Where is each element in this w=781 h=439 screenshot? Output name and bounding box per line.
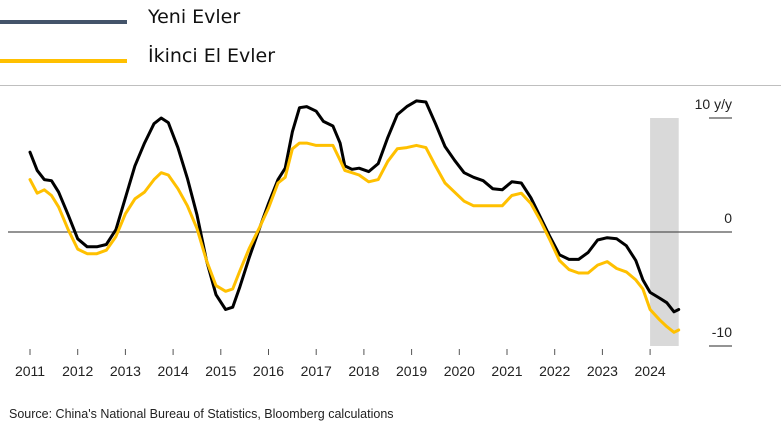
x-tick-label: 2012 <box>62 363 93 379</box>
y-tick-label: 10 y/y <box>695 96 732 112</box>
x-tick-label: 2016 <box>253 363 284 379</box>
x-tick-label: 2017 <box>301 363 332 379</box>
series-line-second-hand-homes <box>28 141 681 334</box>
series-line-new-homes <box>28 99 681 314</box>
x-tick-label: 2021 <box>491 363 522 379</box>
x-tick-label: 2015 <box>205 363 236 379</box>
legend-label-second-hand-homes: İkinci El Evler <box>148 45 276 67</box>
x-tick-label: 2014 <box>158 363 189 379</box>
x-tick-label: 2018 <box>348 363 379 379</box>
x-tick-label: 2011 <box>15 363 45 379</box>
x-tick-label: 2022 <box>539 363 570 379</box>
legend-item-new-homes: Yeni Evler <box>0 6 300 36</box>
x-tick-label: 2020 <box>444 363 475 379</box>
y-tick-label: -10 <box>712 324 732 340</box>
legend-label-new-homes: Yeni Evler <box>148 6 241 28</box>
x-tick-label: 2019 <box>396 363 427 379</box>
x-tick-label: 2024 <box>635 363 666 379</box>
source-note: Source: China's National Bureau of Stati… <box>9 407 394 421</box>
chart-top-divider <box>0 85 781 86</box>
legend-swatch-second-hand-homes <box>0 59 127 63</box>
legend-item-second-hand-homes: İkinci El Evler <box>0 45 300 75</box>
x-tick-label: 2023 <box>587 363 618 379</box>
legend-swatch-new-homes <box>0 20 127 24</box>
x-tick-label: 2013 <box>110 363 141 379</box>
y-tick-label: 0 <box>724 210 732 226</box>
